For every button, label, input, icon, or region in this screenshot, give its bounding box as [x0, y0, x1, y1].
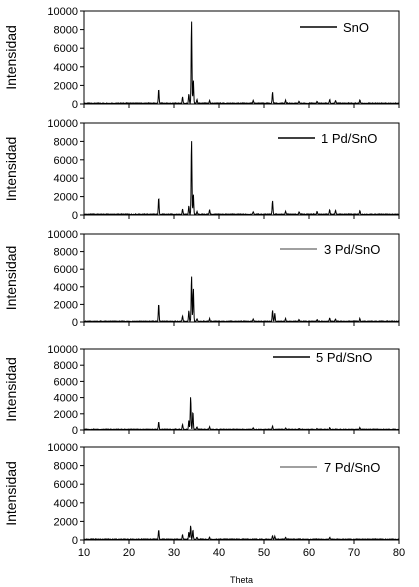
y-tick-label: 0 [72, 210, 78, 222]
y-tick-label: 0 [72, 99, 78, 111]
y-tick-label: 2000 [54, 299, 78, 311]
y-tick-label: 8000 [54, 360, 78, 372]
y-tick-label: 8000 [54, 25, 78, 37]
y-tick-label: 8000 [54, 136, 78, 148]
y-tick-label: 2000 [54, 192, 78, 204]
y-axis-label: Intensidad [3, 137, 19, 202]
y-tick-label: 8000 [54, 247, 78, 259]
y-tick-label: 10000 [47, 442, 78, 454]
y-axis-label: Intensidad [3, 357, 19, 422]
series-line [83, 21, 400, 105]
series-line [83, 525, 400, 541]
y-tick-label: 6000 [54, 264, 78, 276]
x-tick-label: 80 [393, 547, 405, 559]
y-tick-label: 4000 [54, 393, 78, 405]
y-tick-label: 6000 [54, 155, 78, 167]
panel: 0 2000 4000 6000 8000 10000 Intensidad 3 Pd/SnO [3, 229, 400, 329]
y-tick-label: 4000 [54, 282, 78, 294]
y-axis-label: Intensidad [3, 25, 19, 90]
y-tick-label: 10000 [47, 229, 78, 241]
panel: 0 2000 4000 6000 8000 10000 Intensidad SnO [3, 6, 400, 111]
y-tick-label: 4000 [54, 173, 78, 185]
legend-label: SnO [343, 20, 369, 35]
legend-label: 7 Pd/SnO [324, 460, 380, 475]
x-tick-label: 50 [258, 547, 270, 559]
y-tick-label: 6000 [54, 376, 78, 388]
series-line [83, 397, 400, 431]
x-axis-label: Theta [230, 575, 253, 585]
legend-label: 5 Pd/SnO [316, 350, 372, 365]
plot-frame [83, 233, 400, 323]
panel: 0 2000 4000 6000 8000 10000 Intensidad 7 Pd/SnO [3, 442, 400, 547]
y-tick-label: 0 [72, 317, 78, 329]
series-line [83, 141, 400, 216]
plot-frame [83, 10, 400, 105]
legend-label: 1 Pd/SnO [321, 131, 377, 146]
y-tick-label: 2000 [54, 409, 78, 421]
series-line [83, 276, 400, 323]
panel: 0 2000 4000 6000 8000 10000 Intensidad 1 Pd/SnO [3, 118, 400, 222]
legend-label: 3 Pd/SnO [324, 242, 380, 257]
y-tick-label: 2000 [54, 80, 78, 92]
y-axis-label: Intensidad [3, 246, 19, 311]
y-tick-label: 10000 [47, 118, 78, 130]
plot-frame [83, 122, 400, 216]
y-tick-label: 10000 [47, 344, 78, 356]
y-tick-label: 4000 [54, 62, 78, 74]
plot-frame [83, 348, 400, 431]
x-tick-label: 40 [213, 547, 225, 559]
x-tick-label: 60 [303, 547, 315, 559]
x-tick-label: 10 [78, 547, 90, 559]
x-tick-label: 30 [168, 547, 180, 559]
x-tick-label: 70 [348, 547, 360, 559]
panel: 0 2000 4000 6000 8000 10000 Intensidad 5 Pd/SnO [3, 344, 400, 437]
y-tick-label: 8000 [54, 461, 78, 473]
x-tick-label: 20 [123, 547, 135, 559]
y-axis-label: Intensidad [3, 461, 19, 526]
y-tick-label: 6000 [54, 43, 78, 55]
y-tick-label: 6000 [54, 479, 78, 491]
y-tick-label: 0 [72, 425, 78, 437]
y-tick-label: 2000 [54, 516, 78, 528]
y-tick-label: 4000 [54, 498, 78, 510]
y-tick-label: 10000 [47, 6, 78, 18]
y-tick-label: 0 [72, 535, 78, 547]
